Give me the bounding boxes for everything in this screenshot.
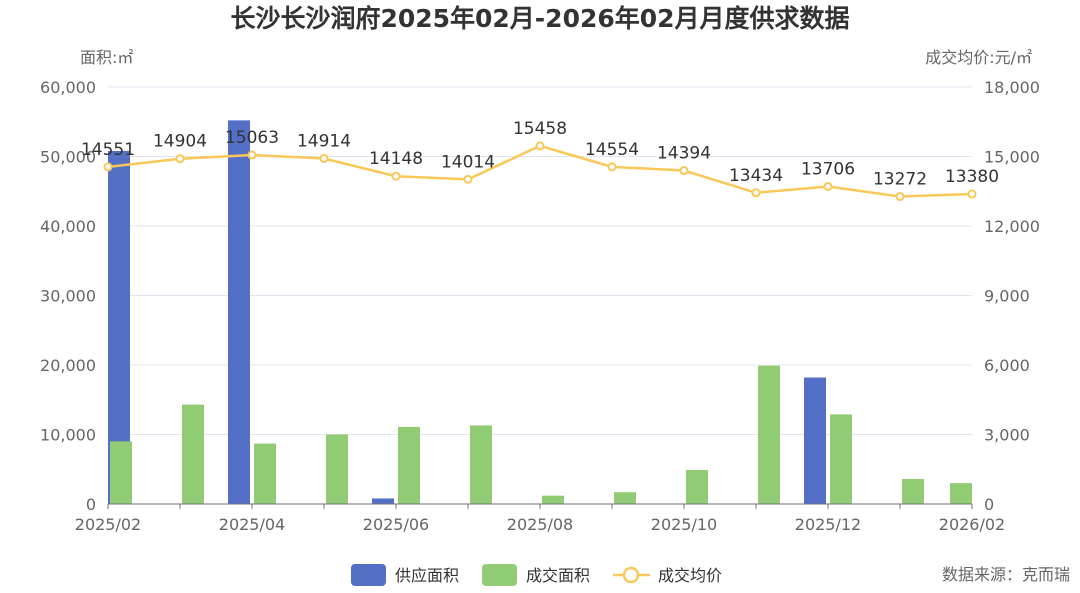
deal-area-bar[interactable] bbox=[326, 434, 348, 505]
y-left-tick-label: 50,000 bbox=[40, 148, 96, 167]
left-axis-unit: 面积:㎡ bbox=[80, 48, 133, 67]
supply-area-bar[interactable] bbox=[372, 498, 394, 504]
price-line: 14551 14904 15063 14914 14148 14014 15458 14554… bbox=[81, 119, 999, 202]
price-point[interactable] bbox=[679, 166, 689, 176]
deal-area-bar[interactable] bbox=[686, 469, 708, 504]
legend-swatch-deal[interactable] bbox=[482, 564, 517, 586]
price-point[interactable] bbox=[319, 153, 329, 163]
deal-area-bar[interactable] bbox=[950, 483, 972, 504]
y-right-tick-label: 3,000 bbox=[984, 426, 1030, 445]
price-point[interactable] bbox=[103, 162, 113, 172]
y-left-tick-label: 20,000 bbox=[40, 356, 96, 375]
y-left-tick-label: 10,000 bbox=[40, 426, 96, 445]
deal-area-bar[interactable] bbox=[182, 404, 204, 504]
price-point[interactable] bbox=[535, 141, 545, 151]
price-point[interactable] bbox=[391, 171, 401, 181]
x-tick-label: 2025/08 bbox=[507, 515, 573, 534]
legend-swatch-supply[interactable] bbox=[351, 564, 386, 586]
deal-area-bar[interactable] bbox=[614, 492, 636, 504]
data-source: 数据来源：克而瑞 bbox=[942, 565, 1070, 584]
y-right-tick-label: 18,000 bbox=[984, 78, 1040, 97]
price-data-label: 14914 bbox=[297, 131, 351, 151]
x-tick-label: 2026/02 bbox=[939, 515, 1005, 534]
x-tick-label: 2025/06 bbox=[363, 515, 429, 534]
price-point[interactable] bbox=[607, 162, 617, 172]
deal-area-bar[interactable] bbox=[542, 495, 564, 504]
price-data-label: 14148 bbox=[369, 149, 423, 169]
deal-area-bar[interactable] bbox=[758, 365, 780, 504]
price-data-label: 14554 bbox=[585, 140, 639, 160]
legend-label-deal: 成交面积 bbox=[526, 566, 590, 585]
price-data-label: 14904 bbox=[153, 132, 207, 152]
supply-area-bar[interactable] bbox=[228, 120, 250, 505]
price-point[interactable] bbox=[751, 188, 761, 198]
deal-area-bar[interactable] bbox=[110, 441, 132, 504]
legend-label-supply: 供应面积 bbox=[395, 566, 459, 585]
price-data-label: 15063 bbox=[225, 128, 279, 148]
legend-label-price: 成交均价 bbox=[658, 566, 722, 585]
price-point[interactable] bbox=[247, 150, 257, 160]
price-data-label: 14014 bbox=[441, 152, 495, 172]
legend[interactable]: 供应面积 成交面积 成交均价 bbox=[351, 564, 722, 586]
right-axis-unit: 成交均价:元/㎡ bbox=[925, 48, 1032, 67]
y-left-tick-label: 60,000 bbox=[40, 78, 96, 97]
chart-title: 长沙长沙润府2025年02月-2026年02月月度供求数据 bbox=[230, 4, 849, 33]
y-left-tick-label: 0 bbox=[86, 495, 96, 514]
x-tick-label: 2025/04 bbox=[219, 515, 285, 534]
price-point[interactable] bbox=[175, 154, 185, 164]
y-right-tick-label: 9,000 bbox=[984, 287, 1030, 306]
y-right-tick-label: 12,000 bbox=[984, 217, 1040, 236]
x-tick-label: 2025/12 bbox=[795, 515, 861, 534]
price-data-label: 13706 bbox=[801, 159, 855, 179]
legend-swatch-price-marker[interactable] bbox=[622, 566, 640, 584]
x-tick-label: 2025/02 bbox=[75, 515, 141, 534]
price-point[interactable] bbox=[895, 192, 905, 202]
deal-area-bar[interactable] bbox=[254, 443, 276, 504]
supply-area-bar[interactable] bbox=[804, 377, 826, 504]
y-right-tick-label: 6,000 bbox=[984, 356, 1030, 375]
deal-area-bar[interactable] bbox=[902, 478, 924, 504]
price-point[interactable] bbox=[967, 189, 977, 199]
price-data-label: 13272 bbox=[873, 170, 927, 190]
y-right-tick-label: 0 bbox=[984, 495, 994, 514]
axes: 0 0 10,000 3,000 20,000 6,000 30,000 9,000 40,00… bbox=[40, 78, 1040, 534]
y-right-tick-label: 15,000 bbox=[984, 148, 1040, 167]
deal-area-bar[interactable] bbox=[398, 426, 420, 504]
price-data-label: 15458 bbox=[513, 119, 567, 139]
price-data-label: 13380 bbox=[945, 167, 999, 187]
x-tick-label: 2025/10 bbox=[651, 515, 717, 534]
bars bbox=[108, 120, 972, 505]
deal-area-bar[interactable] bbox=[830, 414, 852, 504]
y-left-tick-label: 40,000 bbox=[40, 217, 96, 236]
y-left-tick-label: 30,000 bbox=[40, 287, 96, 306]
price-data-label: 14394 bbox=[657, 144, 711, 164]
price-point[interactable] bbox=[823, 181, 833, 191]
deal-area-bar[interactable] bbox=[470, 425, 492, 504]
price-data-label: 14551 bbox=[81, 140, 135, 160]
price-data-label: 13434 bbox=[729, 166, 783, 186]
supply-area-bar[interactable] bbox=[108, 150, 130, 504]
price-point[interactable] bbox=[463, 174, 473, 184]
